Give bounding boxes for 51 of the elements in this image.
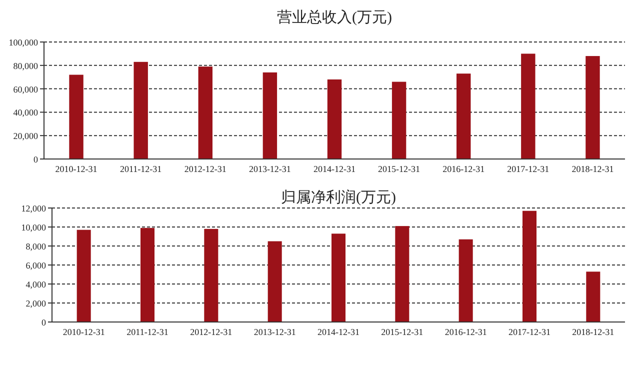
- y-tick-label: 80,000: [13, 60, 38, 71]
- x-tick-label: 2012-12-31: [184, 164, 226, 174]
- bar: [392, 82, 406, 159]
- chart-title: 归属净利润(万元): [281, 189, 396, 206]
- bar: [522, 210, 537, 322]
- y-tick-label: 100,000: [8, 38, 38, 48]
- x-tick-label: 2013-12-31: [254, 327, 296, 337]
- x-tick-label: 2014-12-31: [314, 164, 356, 174]
- bar: [458, 239, 473, 322]
- bar: [69, 74, 84, 159]
- x-tick-label: 2018-12-31: [572, 164, 614, 174]
- y-tick-label: 6,000: [26, 260, 46, 270]
- bar: [204, 228, 218, 322]
- x-tick-label: 2016-12-31: [444, 327, 487, 337]
- y-tick-label: 8,000: [26, 242, 46, 252]
- x-tick-label: 2010-12-31: [55, 164, 98, 174]
- bar: [586, 272, 600, 322]
- x-tick-label: 2017-12-31: [508, 327, 550, 337]
- bar: [395, 226, 410, 322]
- y-tick-label: 2,000: [26, 298, 46, 308]
- bar: [134, 62, 148, 159]
- bar: [76, 230, 91, 322]
- y-tick-label: 0: [34, 154, 38, 164]
- x-tick-label: 2017-12-31: [507, 164, 550, 174]
- y-tick-label: 10,000: [21, 222, 46, 232]
- x-tick-label: 2015-12-31: [378, 164, 420, 174]
- bar: [331, 234, 346, 322]
- bar: [198, 66, 212, 159]
- chart-title: 营业总收入(万元): [277, 9, 392, 26]
- x-tick-label: 2016-12-31: [442, 164, 485, 174]
- bar: [586, 56, 600, 159]
- bar: [456, 74, 471, 159]
- bar: [268, 241, 282, 322]
- bar: [140, 228, 155, 322]
- y-tick-label: 0: [42, 318, 46, 328]
- y-tick-label: 60,000: [13, 84, 38, 94]
- y-tick-label: 20,000: [13, 131, 38, 142]
- x-tick-label: 2018-12-31: [572, 327, 614, 337]
- x-tick-label: 2010-12-31: [62, 327, 105, 337]
- x-tick-label: 2013-12-31: [248, 164, 291, 174]
- bar: [327, 79, 342, 159]
- x-tick-label: 2011-12-31: [126, 327, 168, 337]
- y-tick-label: 40,000: [13, 108, 38, 118]
- x-tick-label: 2011-12-31: [120, 164, 162, 174]
- bar: [262, 72, 278, 159]
- y-tick-label: 12,000: [21, 204, 46, 214]
- x-tick-label: 2015-12-31: [381, 327, 424, 337]
- y-tick-label: 4,000: [26, 280, 46, 290]
- bar: [521, 54, 536, 159]
- x-tick-label: 2014-12-31: [318, 327, 360, 337]
- x-tick-label: 2012-12-31: [190, 327, 232, 337]
